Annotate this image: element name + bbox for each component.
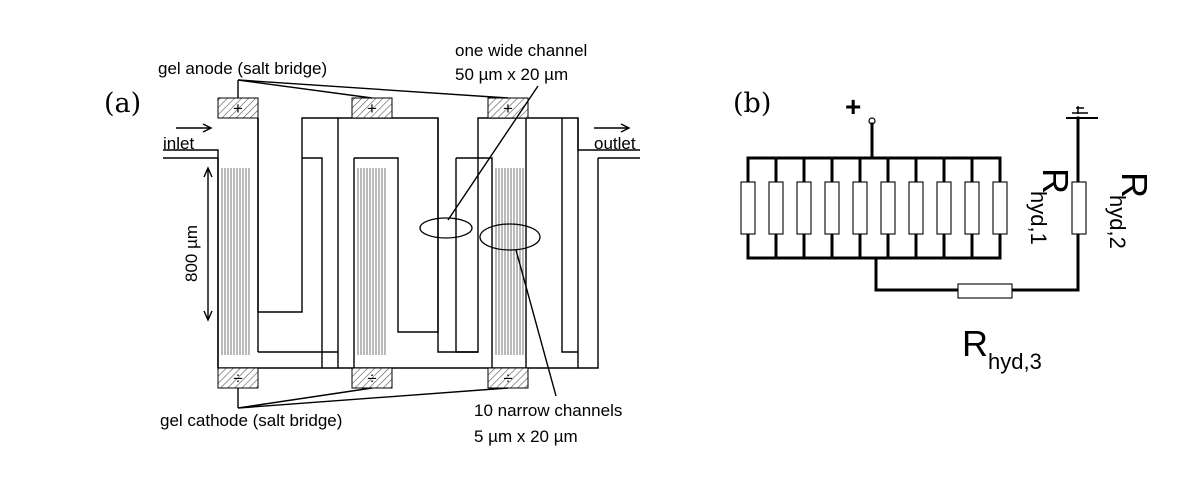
wide-channel-leader (447, 85, 539, 221)
length-dimension-arrow-icon (203, 166, 213, 322)
anode-1-symbol: + (233, 99, 243, 118)
r-hyd-2-main: R (1114, 172, 1155, 198)
panel-a-label: (a) (104, 88, 141, 119)
parallel-resistor (740, 181, 756, 235)
r-hyd-3-main: R (962, 323, 988, 364)
gel-cathode-1: ÷ (217, 367, 259, 389)
gel-anode-1: + (217, 97, 259, 119)
cathode-label: gel cathode (salt bridge) (160, 411, 342, 430)
outlet-label: outlet (594, 134, 636, 153)
r-hyd-1-label: R hyd,1 (1026, 168, 1076, 245)
parallel-resistor (824, 181, 840, 235)
parallel-resistor (768, 181, 784, 235)
serpentine-inner-walls (163, 117, 640, 369)
narrow-channels-label-line2: 5 µm x 20 µm (474, 427, 578, 446)
length-label: 800 µm (182, 225, 201, 282)
cathode-leader-lines (237, 387, 509, 409)
ground-icon (1066, 106, 1098, 119)
cathode-1-symbol: ÷ (233, 369, 242, 388)
r-hyd-1-main: R (1035, 168, 1076, 194)
resistor-r-hyd-2 (1071, 181, 1087, 235)
ground-branch-wire (1010, 116, 1080, 292)
wide-channel-label-line1: one wide channel (455, 41, 587, 60)
resistor-r-hyd-3 (957, 283, 1013, 299)
gel-anode-3: + (487, 97, 529, 119)
gel-cathode-2: ÷ (351, 367, 393, 389)
panel-a: (a) (104, 41, 640, 446)
parallel-resistor-ladder (740, 158, 1008, 258)
serpentine-wall-left (217, 118, 338, 368)
parallel-resistor (880, 181, 896, 235)
gel-anode-2: + (351, 97, 393, 119)
inlet-arrow-icon (176, 123, 213, 133)
panel-b-label: (b) (733, 88, 771, 119)
cathode-2-symbol: ÷ (367, 369, 376, 388)
r-hyd-2-label: R hyd,2 (1105, 172, 1155, 249)
r-hyd-2-sub: hyd,2 (1105, 195, 1130, 249)
positive-terminal-symbol: + (845, 91, 861, 122)
gel-cathode-3: ÷ (487, 367, 529, 389)
parallel-resistor (936, 181, 952, 235)
narrow-channels-marker (479, 223, 541, 251)
narrow-channels-label-line1: 10 narrow channels (474, 401, 622, 420)
cathode-3-symbol: ÷ (503, 369, 512, 388)
parallel-bus-wires (746, 156, 1002, 260)
anode-leader-lines (237, 79, 509, 99)
anode-2-symbol: + (367, 99, 377, 118)
parallel-resistor (908, 181, 924, 235)
wide-channel-marker (419, 217, 473, 239)
outlet-arrow-icon (594, 123, 631, 133)
series-wire (874, 256, 960, 292)
anode-label: gel anode (salt bridge) (158, 59, 327, 78)
parallel-resistor (852, 181, 868, 235)
inlet-label: inlet (163, 134, 194, 153)
r-hyd-3-label: R hyd,3 (962, 323, 1042, 374)
r-hyd-1-sub: hyd,1 (1026, 191, 1051, 245)
narrow-channels-leader (515, 249, 557, 397)
parallel-resistor (964, 181, 980, 235)
anode-3-symbol: + (503, 99, 513, 118)
parallel-resistor (796, 181, 812, 235)
panel-b: (b) + R hyd,1 R hyd,2 R (733, 88, 1155, 374)
wide-channel-label-line2: 50 µm x 20 µm (455, 65, 568, 84)
narrow-channels-middle (357, 168, 386, 355)
parallel-resistor (992, 181, 1008, 235)
r-hyd-3-sub: hyd,3 (988, 349, 1042, 374)
narrow-channels-left (221, 168, 250, 355)
narrow-channels-right (495, 168, 524, 355)
